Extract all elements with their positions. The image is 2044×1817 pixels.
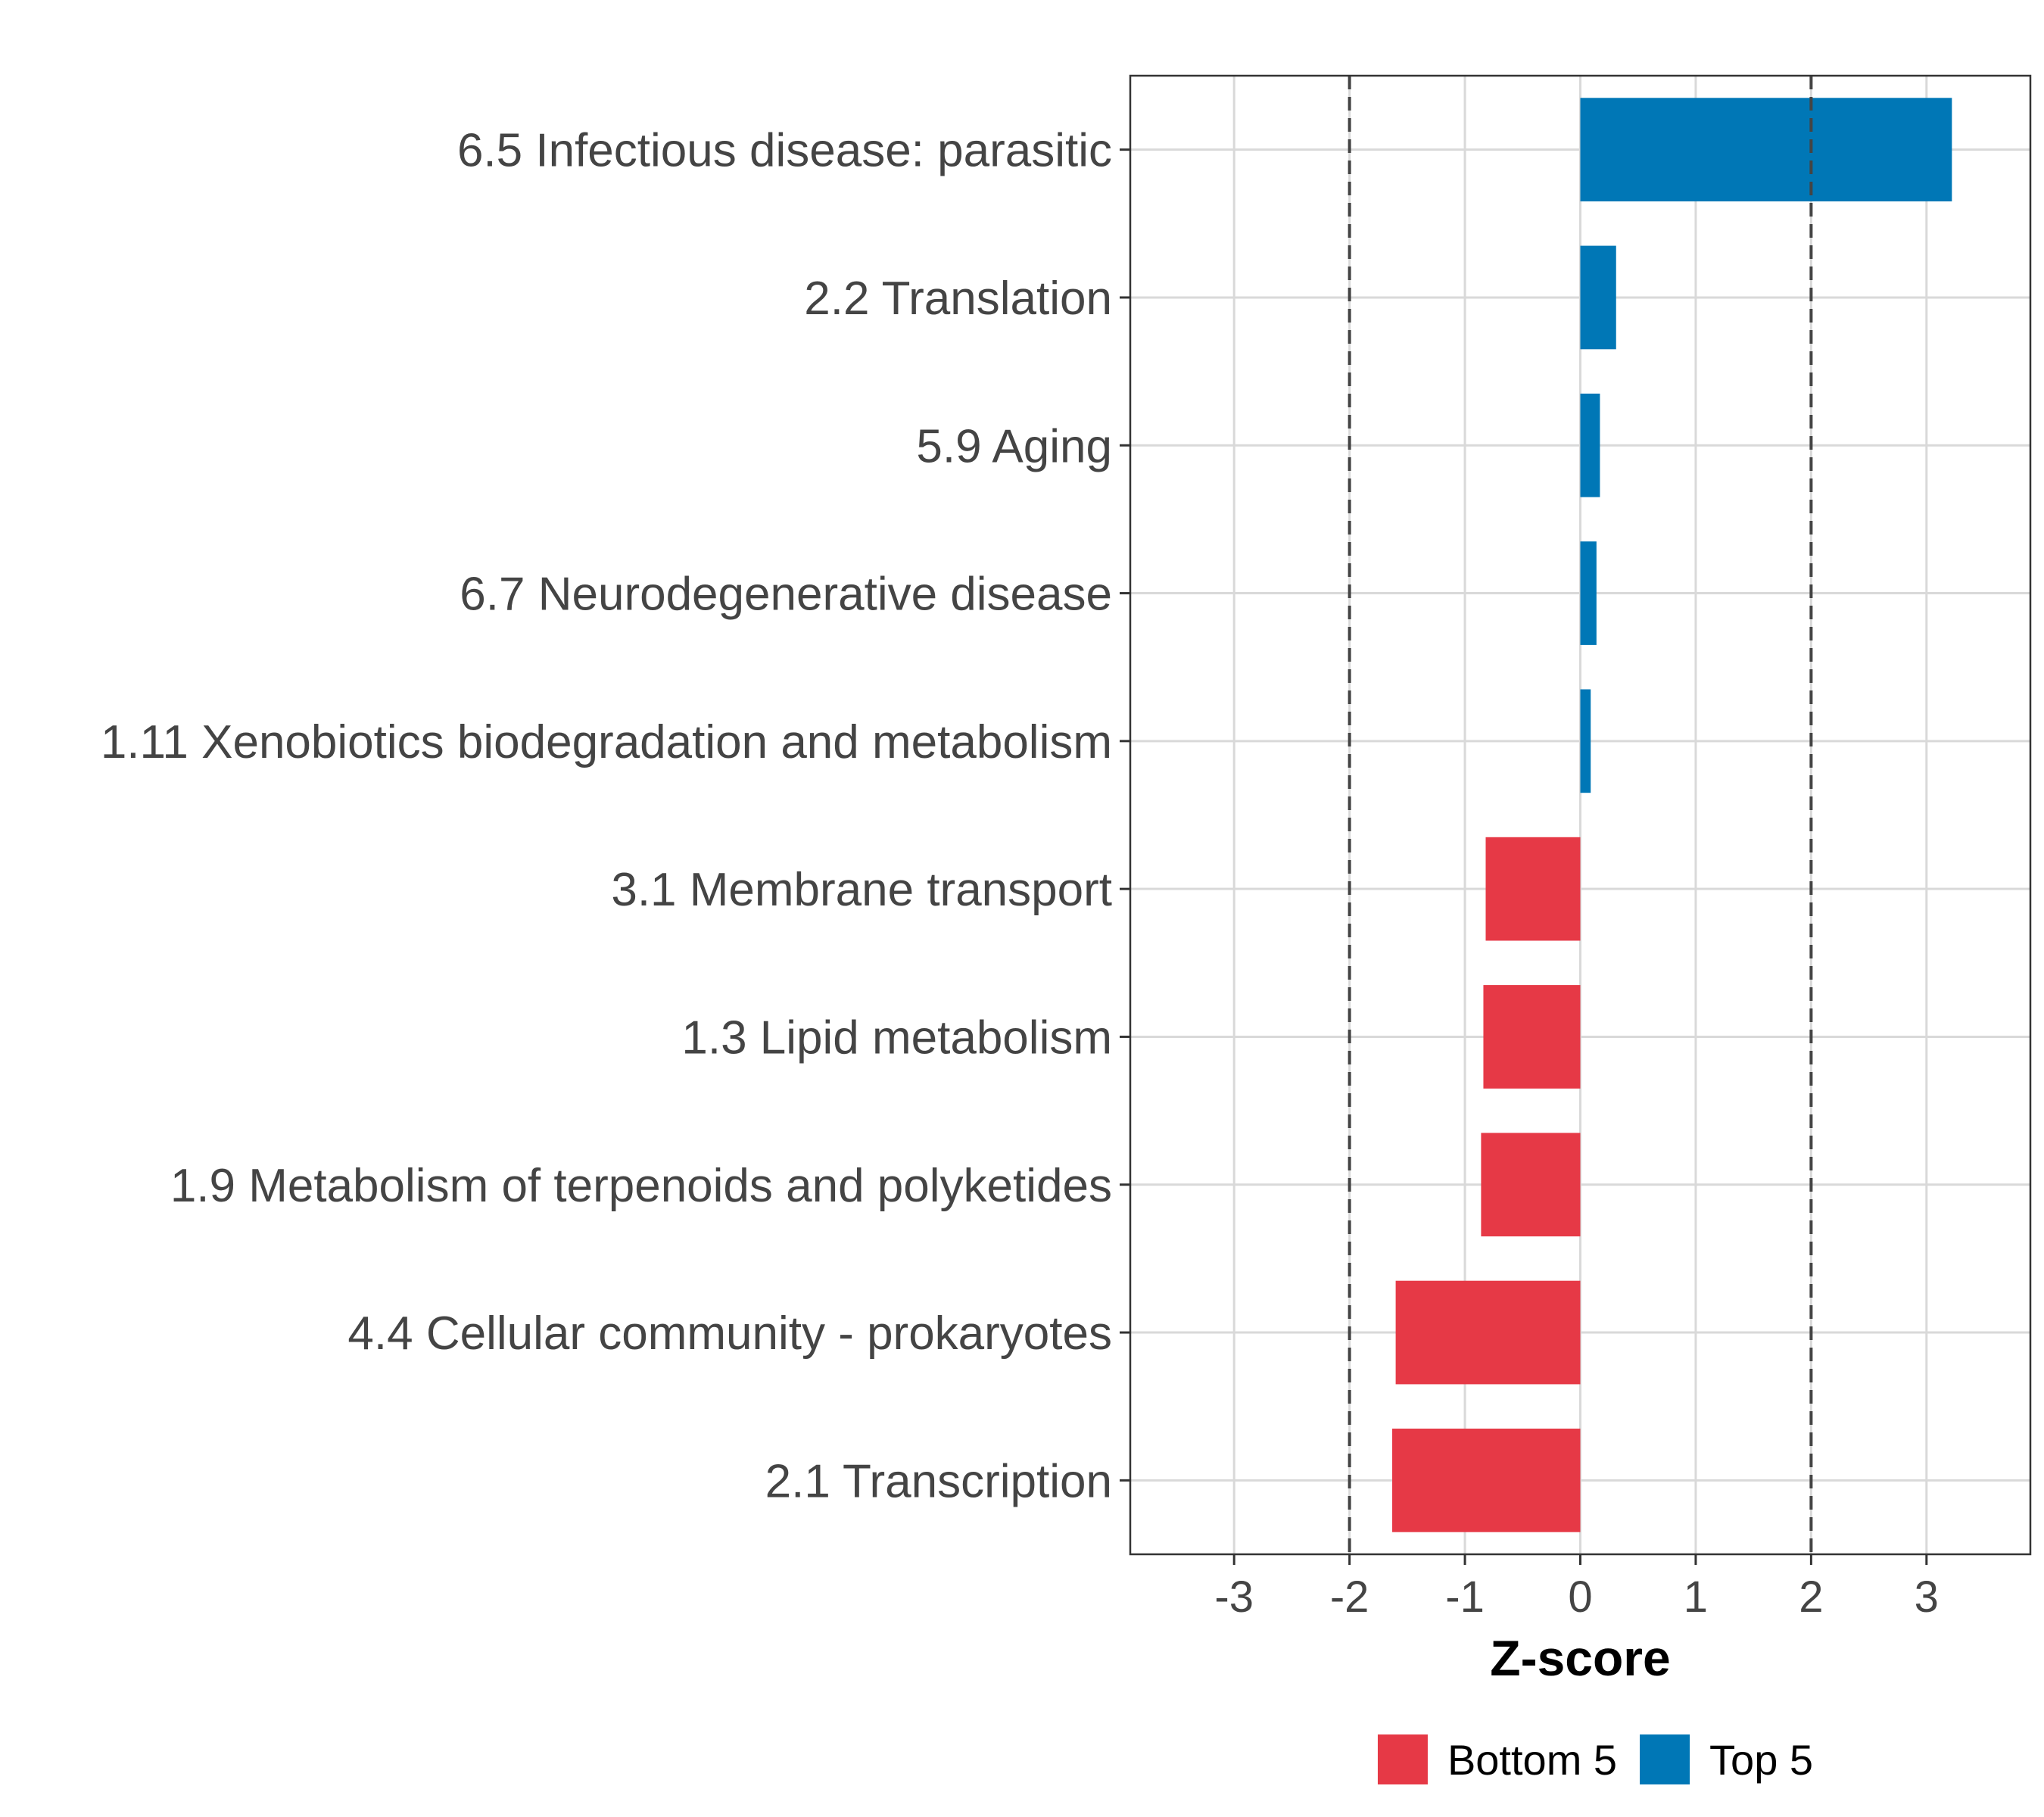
- bar: [1483, 985, 1581, 1089]
- bar: [1395, 1280, 1581, 1385]
- y-tick-label: 1.11 Xenobiotics biodegradation and meta…: [101, 716, 1112, 768]
- legend-swatch: [1377, 1734, 1428, 1784]
- legend-label: Top 5: [1709, 1736, 1813, 1784]
- y-tick-label: 3.1 Membrane transport: [611, 864, 1112, 916]
- x-tick-label: -3: [1214, 1572, 1254, 1622]
- x-tick-label: -2: [1330, 1572, 1369, 1622]
- x-tick-label: 2: [1799, 1572, 1823, 1622]
- y-tick-label: 1.3 Lipid metabolism: [681, 1011, 1112, 1064]
- x-axis-title: Z-score: [1490, 1630, 1670, 1686]
- bar: [1580, 541, 1597, 645]
- y-axis: 6.5 Infectious disease: parasitic 2.2 Tra…: [101, 125, 1130, 1507]
- y-tick-label: 5.9 Aging: [916, 420, 1112, 472]
- y-tick-label: 4.4 Cellular community - prokaryotes: [347, 1307, 1112, 1360]
- legend: Bottom 5 Top 5: [1377, 1734, 1813, 1784]
- legend-swatch: [1640, 1734, 1690, 1784]
- y-tick-label: 2.1 Transcription: [765, 1455, 1112, 1507]
- bar: [1392, 1428, 1581, 1532]
- y-tick-label: 6.7 Neurodegenerative disease: [460, 569, 1112, 621]
- y-tick-label: 6.5 Infectious disease: parasitic: [457, 125, 1112, 177]
- bar: [1481, 1133, 1581, 1237]
- x-tick-label: 1: [1684, 1572, 1708, 1622]
- reference-lines: [1348, 76, 1813, 1554]
- bar: [1485, 837, 1581, 941]
- x-tick-label: 3: [1915, 1572, 1939, 1622]
- legend-label: Bottom 5: [1447, 1736, 1617, 1784]
- y-tick-label: 2.2 Translation: [804, 273, 1112, 325]
- bar: [1580, 393, 1600, 497]
- x-axis: -3 -2 -1 0 1 2 3: [1214, 1554, 1939, 1622]
- y-tick-label: 1.9 Metabolism of terpenoids and polyket…: [170, 1160, 1112, 1212]
- bar: [1580, 689, 1591, 793]
- x-tick-label: 0: [1568, 1572, 1592, 1622]
- bars: [1392, 98, 1952, 1532]
- bar: [1580, 245, 1616, 350]
- x-tick-label: -1: [1445, 1572, 1485, 1622]
- bar: [1580, 98, 1952, 202]
